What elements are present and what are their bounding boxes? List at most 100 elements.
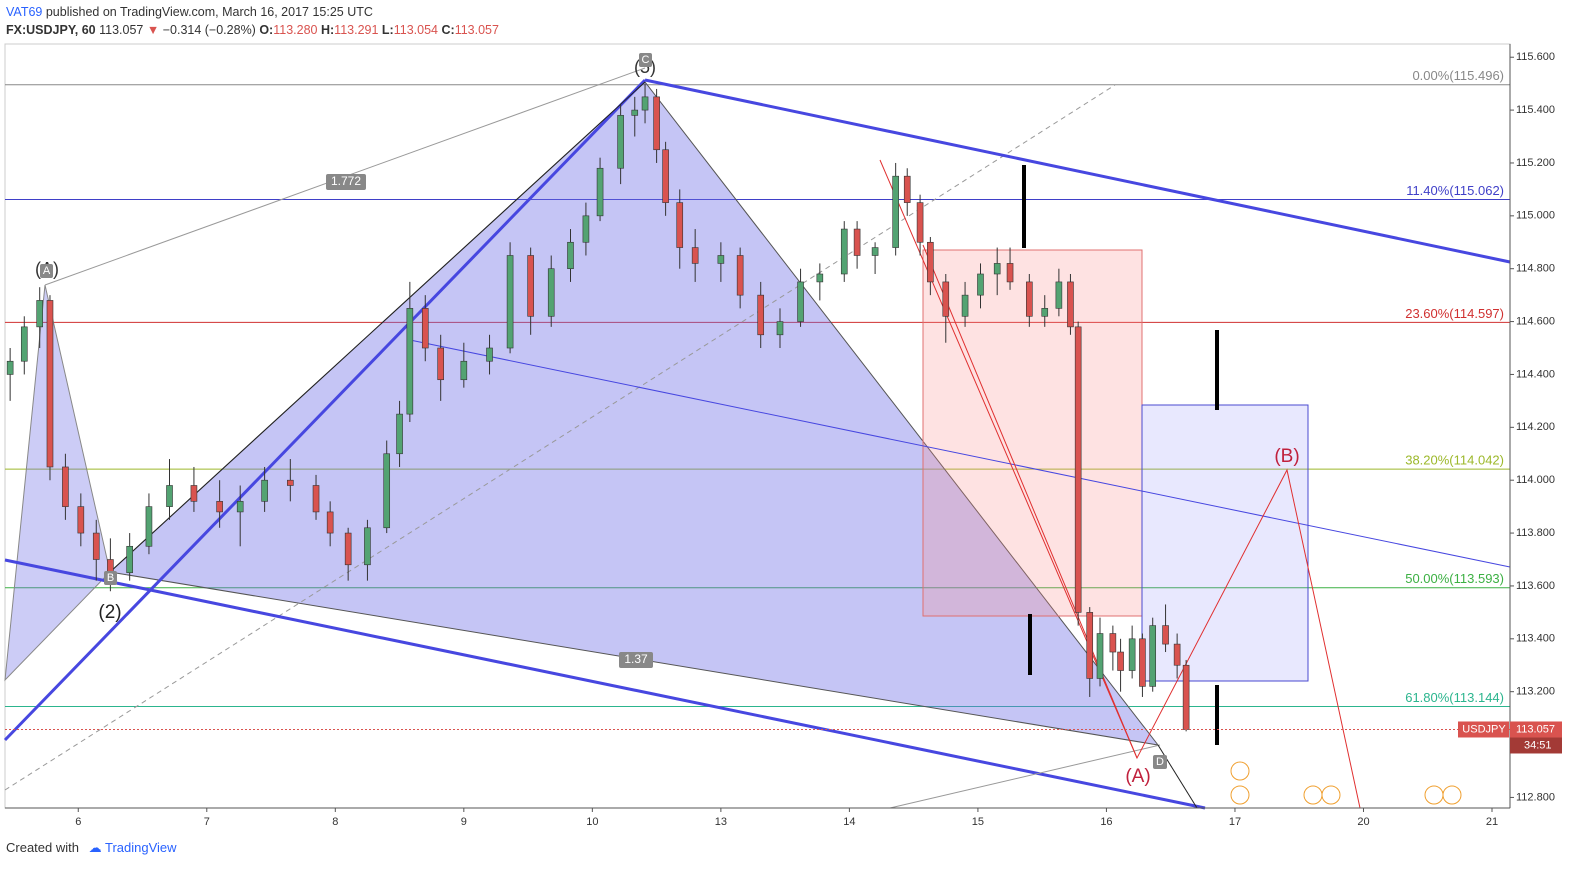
candle-body (62, 466, 69, 507)
candle-body (617, 115, 624, 169)
candle-body (797, 281, 804, 322)
candle-body (757, 294, 765, 336)
y-tick-label: 113.200 (1516, 686, 1555, 698)
candle-body (107, 559, 114, 574)
candle-body (437, 347, 444, 381)
pattern-xab (4, 284, 111, 682)
created-with: Created with (6, 840, 79, 855)
channel-line (4, 558, 1206, 810)
candle-body (1055, 281, 1063, 309)
brand-name[interactable]: TradingView (105, 840, 177, 855)
candle-body (421, 308, 429, 349)
candle-body (776, 321, 784, 336)
candle-body (396, 413, 403, 455)
y-tick-label: 113.400 (1516, 633, 1555, 645)
candle-body (653, 96, 660, 151)
event-icon[interactable] (1230, 761, 1250, 781)
candle-body (326, 511, 334, 534)
x-tick-label: 9 (461, 816, 467, 828)
candle-body (853, 228, 861, 256)
published: published on TradingView.com, March 16, … (45, 5, 373, 19)
event-icon[interactable] (1424, 785, 1444, 805)
y-tick-label: 114.400 (1516, 368, 1555, 380)
point-box (1153, 755, 1167, 769)
ratio-box (619, 652, 653, 668)
candle-body (527, 255, 534, 317)
dashed-line (4, 84, 1116, 791)
candle-body (406, 308, 414, 415)
wave-path (879, 159, 1361, 809)
y-tick-label: 114.800 (1516, 263, 1555, 275)
x-tick-label: 20 (1357, 816, 1369, 828)
candle-body (1173, 643, 1181, 666)
candle-body (166, 485, 173, 507)
candle-body (1086, 612, 1094, 679)
candle-body (1096, 633, 1104, 679)
countdown: 34:51 (1524, 739, 1552, 751)
candles (6, 83, 1190, 732)
y-tick-label: 115.200 (1516, 157, 1555, 169)
candle-body (816, 273, 824, 283)
candle-body (216, 501, 223, 513)
fib-label: 50.00%(113.593) (1405, 571, 1504, 586)
pattern-leg (889, 744, 1161, 809)
candle-body (567, 241, 574, 270)
c-label: C: (441, 23, 455, 37)
candle-body (871, 247, 879, 256)
fib-label: 38.20%(114.042) (1405, 453, 1504, 468)
x-tick-label: 10 (586, 816, 598, 828)
price-name-tag (1458, 721, 1509, 738)
publish-line: VAT69 published on TradingView.com, Marc… (6, 3, 499, 21)
candle-body (506, 255, 514, 349)
y-tick-label: 112.800 (1516, 791, 1555, 803)
candle-body (993, 263, 1001, 275)
x-tick-label: 8 (332, 816, 338, 828)
event-icon[interactable] (1230, 785, 1250, 805)
down-arrow: ▼ (146, 23, 160, 37)
candle-body (1026, 281, 1033, 317)
candle-body (287, 479, 294, 486)
candle-body (1149, 625, 1157, 687)
candle-body (1117, 651, 1124, 671)
symbol-line: FX:USDJPY, 60 113.057 ▼ −0.314 (−0.28%) … (6, 21, 499, 39)
drawings (3, 67, 1511, 810)
candle-body (916, 202, 924, 243)
l-label: L: (381, 23, 394, 37)
candle-body (46, 300, 54, 468)
brand[interactable]: ☁ TradingView (88, 840, 177, 855)
o-value: 113.280 (273, 23, 318, 37)
wave-label: (B) (1274, 446, 1299, 467)
candle-body (36, 300, 44, 328)
price-value: 113.057 (1516, 723, 1555, 735)
y-tick-label: 114.600 (1516, 315, 1555, 327)
author[interactable]: VAT69 (6, 5, 43, 19)
ratio-label: 1.772 (331, 174, 361, 188)
x-tick-label: 14 (843, 816, 855, 828)
change: −0.314 (−0.28%) (162, 23, 256, 37)
symbol: FX:USDJPY, 60 (6, 23, 96, 37)
wave-label: (2) (98, 602, 121, 623)
wave-label: (A) (1125, 766, 1150, 787)
candle-body (691, 247, 699, 264)
x-tick-label: 17 (1229, 816, 1241, 828)
candle-body (1067, 281, 1074, 328)
price-name: USDJPY (1462, 723, 1506, 735)
y-tick-label: 115.600 (1516, 51, 1555, 63)
candle-body (236, 501, 244, 513)
header: VAT69 published on TradingView.com, Marc… (6, 3, 499, 39)
candle-body (1128, 638, 1136, 671)
footer: Created with ☁ TradingView (6, 840, 177, 856)
event-icon[interactable] (1321, 785, 1341, 805)
event-icon[interactable] (1303, 785, 1323, 805)
ratio-label: 1.37 (624, 652, 648, 666)
candle-body (6, 360, 14, 375)
candle-body (77, 506, 85, 534)
y-tick-label: 114.000 (1516, 474, 1555, 486)
pattern-leg (109, 81, 646, 573)
candle-body (942, 281, 950, 317)
event-icon[interactable] (1442, 785, 1462, 805)
candle-body (344, 532, 352, 566)
point-label: B (107, 572, 114, 584)
